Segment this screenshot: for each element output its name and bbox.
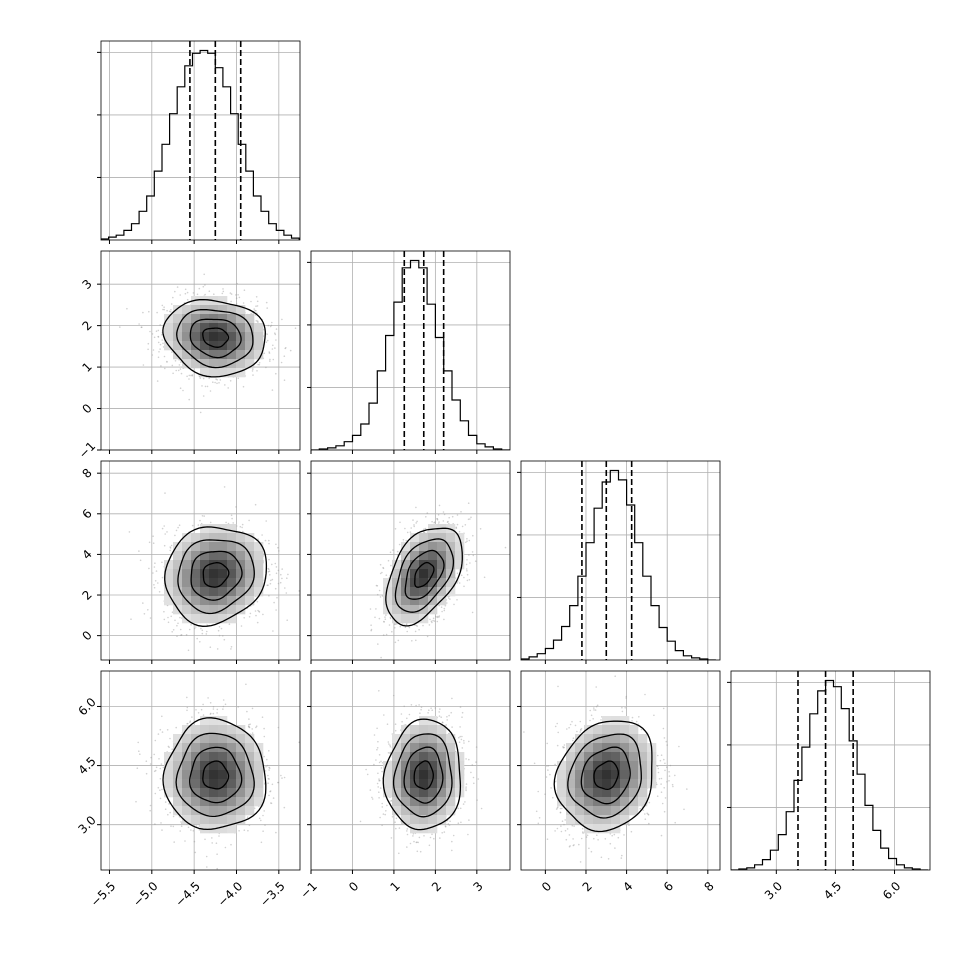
y-tick-label-4-3: 6.0: [75, 695, 98, 718]
density-panel-1: [101, 251, 300, 450]
x-tick-label-1-5: −3.5: [257, 879, 288, 910]
y-tick-label-4-1: 3.0: [75, 813, 98, 836]
density-panel-3: [311, 461, 510, 660]
contour-4-3: [175, 732, 255, 818]
contour-4-4: [162, 717, 267, 831]
histogram-panel-1: [97, 40, 301, 241]
contour-2-2: [190, 550, 243, 601]
y-tick-label-3-5: 8: [79, 466, 94, 481]
x-tick-label-1-4: −4.0: [215, 879, 246, 910]
y-tick-label-2-5: 3: [79, 277, 94, 292]
y-tick-label-4-2: 4.5: [75, 754, 98, 777]
contour-6-1: [593, 760, 620, 790]
x-tick-label-4-2: 4.5: [821, 879, 844, 902]
histogram-1: [101, 49, 300, 240]
contour-5-3: [392, 733, 453, 818]
contour-3-1: [414, 561, 435, 588]
contour-6-3: [567, 733, 642, 819]
y-tick-label-3-4: 6: [79, 506, 94, 521]
contour-3-4: [385, 527, 463, 627]
contour-2-1: [202, 562, 230, 588]
density-frame-3: [310, 460, 511, 661]
x-tick-label-1-1: −5.5: [88, 879, 119, 910]
density-frame-6: [520, 670, 721, 871]
contour-3-2: [404, 549, 445, 600]
y-tick-label-3-3: 4: [79, 547, 94, 562]
contour-4-2: [189, 746, 243, 804]
contour-2-3: [177, 539, 255, 615]
x-tick-label-3-3: 4: [620, 879, 635, 894]
x-tick-label-2-1: −1: [297, 879, 319, 901]
density-frame-1: [100, 250, 301, 451]
x-tick-label-3-5: 8: [701, 879, 716, 894]
density-cells-6: [557, 716, 657, 834]
density-frame-5: [310, 670, 511, 871]
histogram-frame-2: [310, 250, 511, 451]
density-panel-6: [521, 671, 720, 870]
contour-1-4: [162, 298, 266, 378]
contour-5-1: [413, 760, 434, 790]
x-tick-label-3-4: 6: [661, 879, 676, 894]
y-tick-label-2-4: 2: [80, 318, 95, 333]
density-frame-2: [100, 460, 301, 661]
density-panel-2: [101, 461, 300, 660]
contour-6-4: [553, 720, 653, 833]
histogram-panel-4: [727, 670, 931, 871]
y-tick-label-2-2: 0: [80, 401, 95, 416]
y-tick-label-2-1: −1: [76, 439, 98, 461]
x-tick-label-2-2: 0: [346, 879, 361, 894]
contour-5-4: [382, 718, 462, 831]
y-tick-label-3-1: 0: [80, 628, 95, 643]
histogram-panel-2: [307, 250, 511, 451]
contour-3-3: [394, 538, 455, 613]
density-cells-1: [164, 296, 264, 378]
contour-2-4: [164, 526, 268, 627]
histogram-frame-1: [100, 40, 301, 241]
contour-1-3: [176, 308, 254, 369]
x-tick-label-2-3: 1: [388, 879, 403, 894]
density-panel-5: [311, 671, 510, 870]
y-tick-label-2-3: 1: [79, 360, 94, 375]
contour-6-2: [580, 746, 631, 805]
contour-1-1: [202, 327, 230, 348]
x-tick-label-4-1: 3.0: [762, 879, 785, 902]
x-tick-label-1-3: −4.5: [173, 879, 204, 910]
contour-5-2: [403, 746, 444, 804]
x-tick-label-4-3: 6.0: [880, 879, 903, 902]
histogram-panel-3: [517, 460, 721, 661]
x-tick-label-2-4: 2: [429, 879, 444, 894]
histogram-frame-4: [730, 670, 931, 871]
y-tick-label-3-2: 2: [80, 588, 95, 603]
density-panel-4: [101, 671, 300, 870]
x-tick-label-3-2: 2: [580, 879, 595, 894]
x-tick-label-1-2: −5.0: [130, 879, 161, 910]
x-tick-label-3-1: 0: [539, 879, 554, 894]
histogram-3: [521, 469, 716, 660]
x-tick-label-2-5: 3: [470, 879, 485, 894]
histogram-2: [311, 259, 510, 450]
histogram-frame-3: [520, 460, 721, 661]
contour-1-2: [189, 318, 242, 359]
density-frame-4: [100, 670, 301, 871]
contour-4-1: [202, 760, 230, 790]
histogram-4: [731, 679, 928, 870]
